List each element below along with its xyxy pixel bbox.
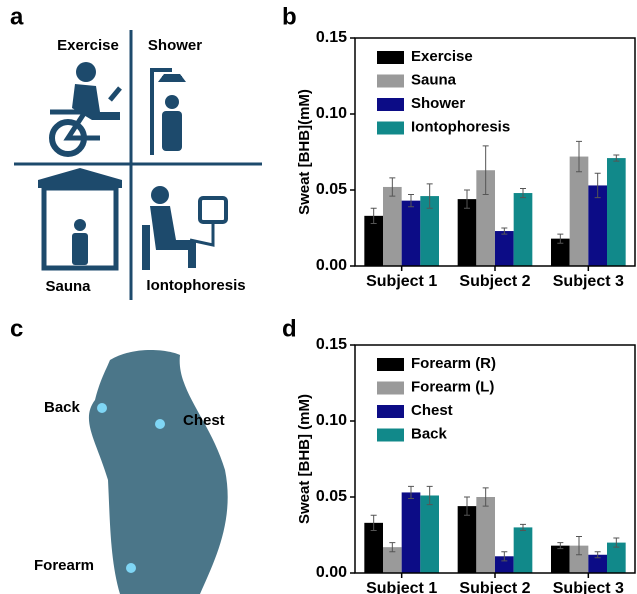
y-tick-label: 0.15 xyxy=(316,336,347,353)
bar xyxy=(570,157,589,266)
bar xyxy=(495,231,514,266)
legend-label: Shower xyxy=(411,95,465,112)
panel-a-illustration: Exercise Shower Sauna Iontophoresis xyxy=(14,30,262,300)
legend-label: Back xyxy=(411,425,448,442)
legend-swatch xyxy=(377,382,404,395)
y-tick-label: 0.05 xyxy=(316,488,347,505)
y-tick-label: 0.10 xyxy=(316,105,347,122)
illustration-label: Chest xyxy=(183,412,225,429)
x-tick-label: Subject 1 xyxy=(366,580,437,594)
legend-swatch xyxy=(377,429,404,442)
legend-swatch xyxy=(377,122,404,135)
panel-c-illustration: Back Chest Forearm xyxy=(34,350,228,594)
x-tick-label: Subject 2 xyxy=(459,273,530,290)
panel-label: a xyxy=(10,3,24,30)
figure: a b c d Exercise Shower Sauna Iontophore… xyxy=(0,0,637,594)
x-tick-label: Subject 3 xyxy=(553,580,624,594)
x-tick-label: Subject 2 xyxy=(459,580,530,594)
bar xyxy=(420,495,439,573)
illustration-label: Forearm xyxy=(34,557,94,574)
bar xyxy=(514,193,533,266)
x-tick-label: Subject 3 xyxy=(553,273,624,290)
legend-label: Forearm (L) xyxy=(411,378,494,395)
bar xyxy=(476,497,495,573)
bar xyxy=(402,201,421,266)
bar xyxy=(551,546,570,573)
y-axis-label: Sweat [BHB](mM) xyxy=(296,89,313,215)
legend-label: Sauna xyxy=(411,71,457,88)
legend-swatch xyxy=(377,358,404,371)
panel-label: c xyxy=(10,315,23,342)
bar xyxy=(458,506,477,573)
y-tick-label: 0.00 xyxy=(316,564,347,581)
illustration-label: Shower xyxy=(148,37,202,54)
legend-label: Forearm (R) xyxy=(411,355,496,372)
legend-label: Exercise xyxy=(411,48,473,65)
bar xyxy=(514,527,533,573)
legend-swatch xyxy=(377,405,404,418)
illustration-label: Back xyxy=(44,399,81,416)
y-tick-label: 0.00 xyxy=(316,257,347,274)
bar xyxy=(458,199,477,266)
bar xyxy=(607,158,626,266)
legend-swatch xyxy=(377,75,404,88)
bar xyxy=(402,492,421,573)
x-tick-label: Subject 1 xyxy=(366,273,437,290)
panel-label: b xyxy=(282,3,297,30)
legend-swatch xyxy=(377,98,404,111)
y-tick-label: 0.15 xyxy=(316,29,347,46)
illustration-label: Iontophoresis xyxy=(146,277,245,294)
illustration-label: Exercise xyxy=(57,37,119,54)
legend-label: Chest xyxy=(411,402,453,419)
illustration-label: Sauna xyxy=(45,278,91,295)
y-tick-label: 0.05 xyxy=(316,181,347,198)
bar xyxy=(383,187,402,266)
panel-label: d xyxy=(282,315,297,342)
y-axis-label: Sweat [BHB] (mM) xyxy=(296,394,313,524)
legend-swatch xyxy=(377,51,404,64)
y-tick-label: 0.10 xyxy=(316,412,347,429)
legend-label: Iontophoresis xyxy=(411,118,510,135)
